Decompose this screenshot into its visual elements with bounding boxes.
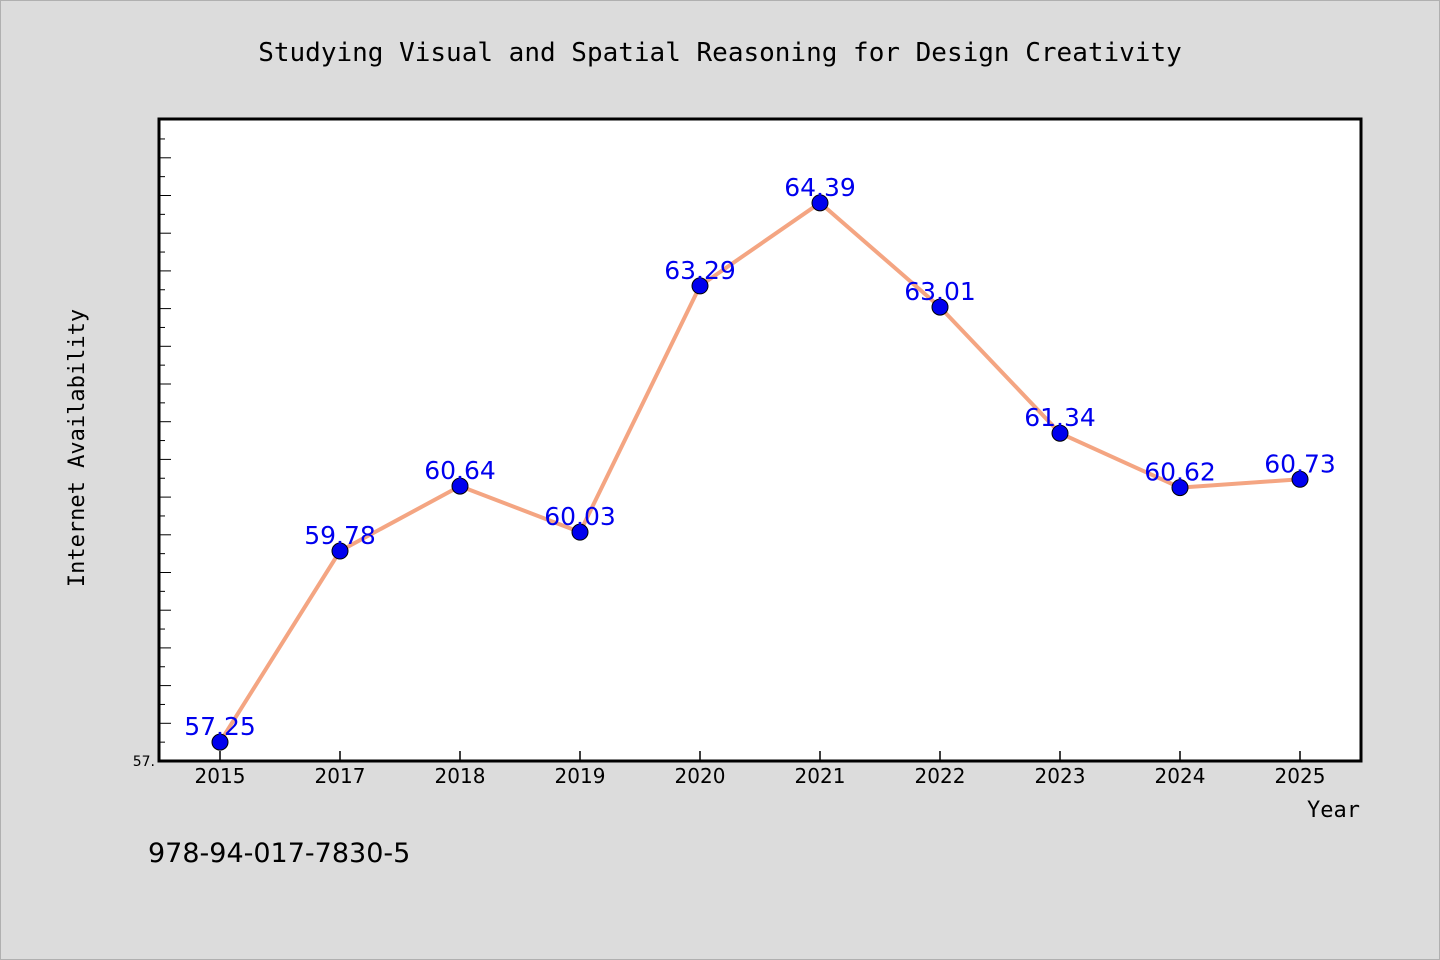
x-tick-label: 2021	[795, 764, 846, 788]
x-tick-label: 2020	[675, 764, 726, 788]
x-axis-label: Year	[1307, 798, 1360, 823]
x-tick-label: 2025	[1275, 764, 1326, 788]
data-label: 60.64	[424, 456, 496, 485]
data-label: 57.25	[184, 712, 256, 741]
x-tick-label: 2017	[315, 764, 366, 788]
x-tick-label: 2022	[915, 764, 966, 788]
y-minor-ticks	[159, 138, 171, 762]
x-tick-label: 2023	[1035, 764, 1086, 788]
plot-area	[157, 117, 1363, 763]
x-tick-label: 2015	[195, 764, 246, 788]
x-tick-label: 2018	[435, 764, 486, 788]
series-line	[218, 200, 1302, 745]
y-tick-label: 57.	[133, 754, 155, 770]
data-point	[451, 477, 469, 495]
data-label: 61.34	[1024, 403, 1096, 432]
isbn-text: 978-94-017-7830-5	[148, 838, 410, 869]
data-label: 60.62	[1144, 458, 1216, 487]
x-tick-label: 2019	[555, 764, 606, 788]
chart-title: Studying Visual and Spatial Reasoning fo…	[258, 38, 1182, 68]
data-labels: 57.25 59.78 60.64 60.03 63.29 64.39 63.01 61.34…	[184, 173, 1336, 741]
data-point	[811, 194, 829, 212]
data-label: 59.78	[304, 521, 376, 550]
data-point	[1171, 479, 1189, 497]
data-markers	[211, 194, 1309, 751]
data-label: 63.01	[904, 277, 976, 306]
y-axis-label: Internet Availability	[65, 309, 90, 587]
data-point	[691, 277, 709, 295]
data-label: 63.29	[664, 256, 736, 285]
x-axis-ticks: 2015 2017 2018 2019 2020 2021 2022 2023 2024 2025	[195, 751, 1326, 788]
data-point	[211, 733, 229, 751]
data-label: 64.39	[784, 173, 856, 202]
data-point	[331, 542, 349, 560]
data-point	[1051, 424, 1069, 442]
data-label: 60.03	[544, 502, 616, 531]
x-tick-label: 2024	[1155, 764, 1206, 788]
data-point	[571, 523, 589, 541]
data-point	[931, 298, 949, 316]
data-label: 60.73	[1264, 449, 1336, 478]
data-point	[1291, 470, 1309, 488]
